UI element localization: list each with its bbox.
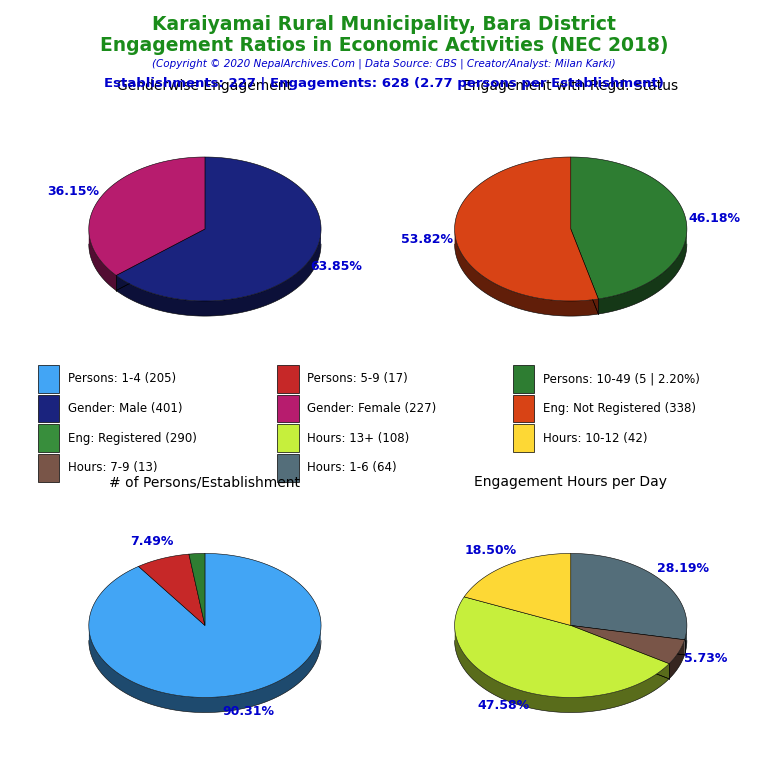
Polygon shape [598, 232, 687, 314]
Polygon shape [89, 628, 321, 713]
Text: 7.49%: 7.49% [131, 535, 174, 548]
Text: Hours: 1-6 (64): Hours: 1-6 (64) [307, 462, 397, 475]
Bar [513, 424, 535, 452]
Title: Genderwise Engagement: Genderwise Engagement [118, 79, 293, 93]
Title: # of Persons/Establishment: # of Persons/Establishment [109, 475, 300, 489]
Text: Hours: 13+ (108): Hours: 13+ (108) [307, 432, 409, 445]
Polygon shape [189, 554, 205, 625]
Polygon shape [455, 597, 669, 697]
Bar [513, 365, 535, 392]
Text: Eng: Not Registered (338): Eng: Not Registered (338) [543, 402, 696, 415]
Text: (Copyright © 2020 NepalArchives.Com | Data Source: CBS | Creator/Analyst: Milan : (Copyright © 2020 NepalArchives.Com | Da… [152, 58, 616, 69]
Polygon shape [89, 157, 205, 276]
Bar [38, 365, 59, 392]
Text: 90.31%: 90.31% [223, 705, 274, 718]
Text: Persons: 5-9 (17): Persons: 5-9 (17) [307, 372, 408, 386]
Polygon shape [571, 157, 687, 299]
Bar [277, 424, 299, 452]
Text: Engagement Ratios in Economic Activities (NEC 2018): Engagement Ratios in Economic Activities… [100, 36, 668, 55]
Text: 47.58%: 47.58% [477, 699, 529, 712]
Text: 5.73%: 5.73% [684, 652, 727, 665]
Bar [38, 395, 59, 422]
Polygon shape [571, 554, 687, 640]
Text: Hours: 7-9 (13): Hours: 7-9 (13) [68, 462, 157, 475]
Text: 28.19%: 28.19% [657, 562, 709, 575]
Text: Establishments: 227 | Engagements: 628 (2.77 persons per Establishment): Establishments: 227 | Engagements: 628 (… [104, 77, 664, 90]
Bar [277, 365, 299, 392]
Text: 46.18%: 46.18% [689, 212, 741, 225]
Text: 63.85%: 63.85% [310, 260, 362, 273]
Polygon shape [571, 625, 684, 664]
Polygon shape [89, 554, 321, 697]
Bar [38, 424, 59, 452]
Text: Karaiyamai Rural Municipality, Bara District: Karaiyamai Rural Municipality, Bara Dist… [152, 15, 616, 35]
Text: Eng: Registered (290): Eng: Registered (290) [68, 432, 197, 445]
Polygon shape [116, 157, 321, 301]
Bar [277, 395, 299, 422]
Polygon shape [138, 554, 205, 625]
Text: Persons: 10-49 (5 | 2.20%): Persons: 10-49 (5 | 2.20%) [543, 372, 700, 386]
Text: Gender: Male (401): Gender: Male (401) [68, 402, 182, 415]
Polygon shape [455, 157, 598, 301]
Title: Engagement with Regd. Status: Engagement with Regd. Status [463, 79, 678, 93]
Text: 18.50%: 18.50% [465, 544, 517, 557]
Text: Persons: 1-4 (205): Persons: 1-4 (205) [68, 372, 176, 386]
Text: Hours: 10-12 (42): Hours: 10-12 (42) [543, 432, 647, 445]
Text: 36.15%: 36.15% [48, 184, 99, 197]
Text: 53.82%: 53.82% [401, 233, 452, 247]
Bar [38, 454, 59, 482]
Title: Engagement Hours per Day: Engagement Hours per Day [475, 475, 667, 489]
Bar [513, 395, 535, 422]
Polygon shape [669, 640, 684, 679]
Polygon shape [455, 230, 598, 316]
Polygon shape [464, 554, 571, 625]
Bar [277, 454, 299, 482]
Polygon shape [116, 233, 321, 316]
Polygon shape [89, 230, 116, 290]
Text: Gender: Female (227): Gender: Female (227) [307, 402, 436, 415]
Polygon shape [684, 627, 687, 655]
Polygon shape [455, 629, 669, 713]
